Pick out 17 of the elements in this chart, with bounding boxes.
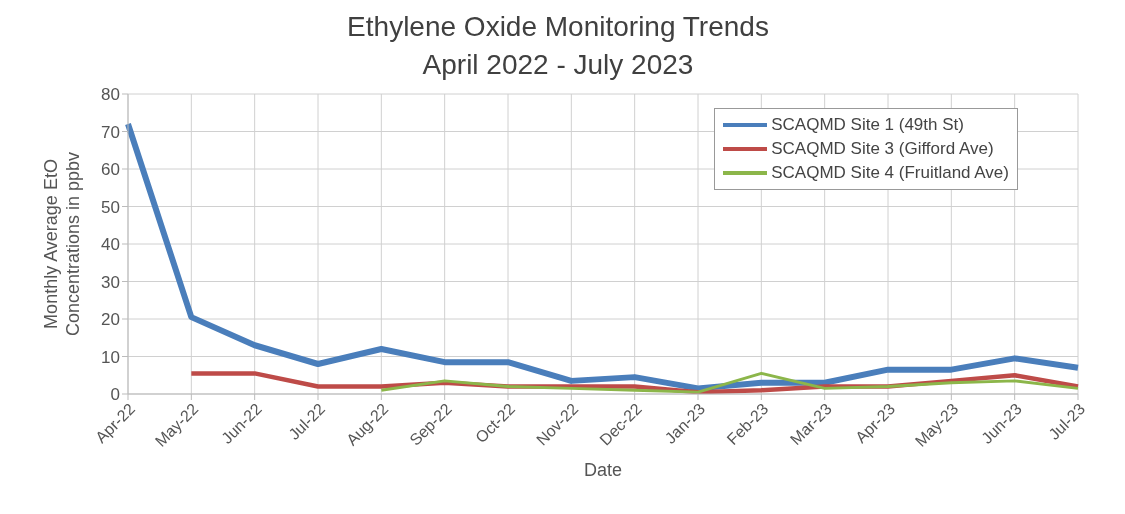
line-series (379, 371, 1080, 394)
y-tick-label: 60 (101, 160, 120, 180)
y-tick-label: 70 (101, 122, 120, 142)
legend-label: SCAQMD Site 3 (Gifford Ave) (771, 138, 994, 160)
y-axis-title: Monthly Average EtO Concentrations in ppbv (41, 151, 83, 337)
x-axis-title: Date (583, 460, 623, 480)
y-tick-label: 50 (101, 197, 120, 217)
y-tick-label: 40 (101, 235, 120, 255)
legend-label: SCAQMD Site 4 (Fruitland Ave) (771, 162, 1009, 184)
y-tick-label: 30 (101, 272, 120, 292)
y-tick-label: 80 (101, 85, 120, 105)
y-tick-label: 10 (101, 347, 120, 367)
y-tick-label: 20 (101, 310, 120, 330)
legend-label: SCAQMD Site 1 (49th St) (771, 114, 964, 136)
chart-title: Ethylene Oxide Monitoring Trends (346, 10, 770, 44)
chart-subtitle: April 2022 - July 2023 (421, 48, 695, 82)
y-tick-label: 0 (110, 385, 120, 405)
